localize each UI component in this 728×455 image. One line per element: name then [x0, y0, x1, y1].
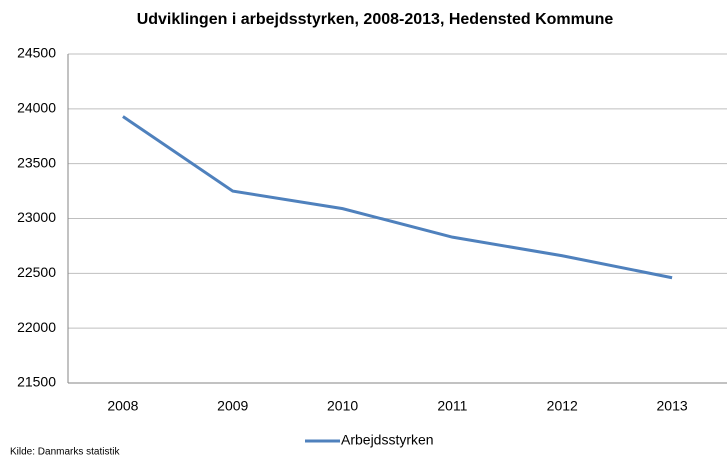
x-tick-label: 2013: [657, 398, 688, 414]
legend-label: Arbejdsstyrken: [341, 432, 434, 448]
chart-title: Udviklingen i arbejdsstyrken, 2008-2013,…: [137, 11, 614, 28]
y-tick-label: 24000: [17, 100, 56, 116]
x-tick-label: 2008: [107, 398, 138, 414]
x-tick-label: 2012: [547, 398, 578, 414]
y-tick-label: 22500: [17, 264, 56, 280]
y-tick-label: 23000: [17, 209, 56, 225]
x-tick-label: 2010: [327, 398, 358, 414]
x-tick-label: 2011: [437, 398, 467, 414]
source-note: Kilde: Danmarks statistik: [10, 447, 120, 455]
y-tick-label: 22000: [17, 319, 56, 335]
y-tick-label: 23500: [17, 154, 56, 170]
y-tick-label: 24500: [17, 45, 56, 61]
x-tick-label: 2009: [217, 398, 248, 414]
y-tick-label: 21500: [17, 374, 56, 390]
data-line: [122, 115, 673, 280]
